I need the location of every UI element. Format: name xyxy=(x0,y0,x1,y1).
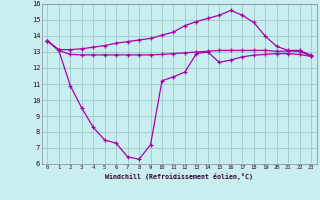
X-axis label: Windchill (Refroidissement éolien,°C): Windchill (Refroidissement éolien,°C) xyxy=(105,173,253,180)
